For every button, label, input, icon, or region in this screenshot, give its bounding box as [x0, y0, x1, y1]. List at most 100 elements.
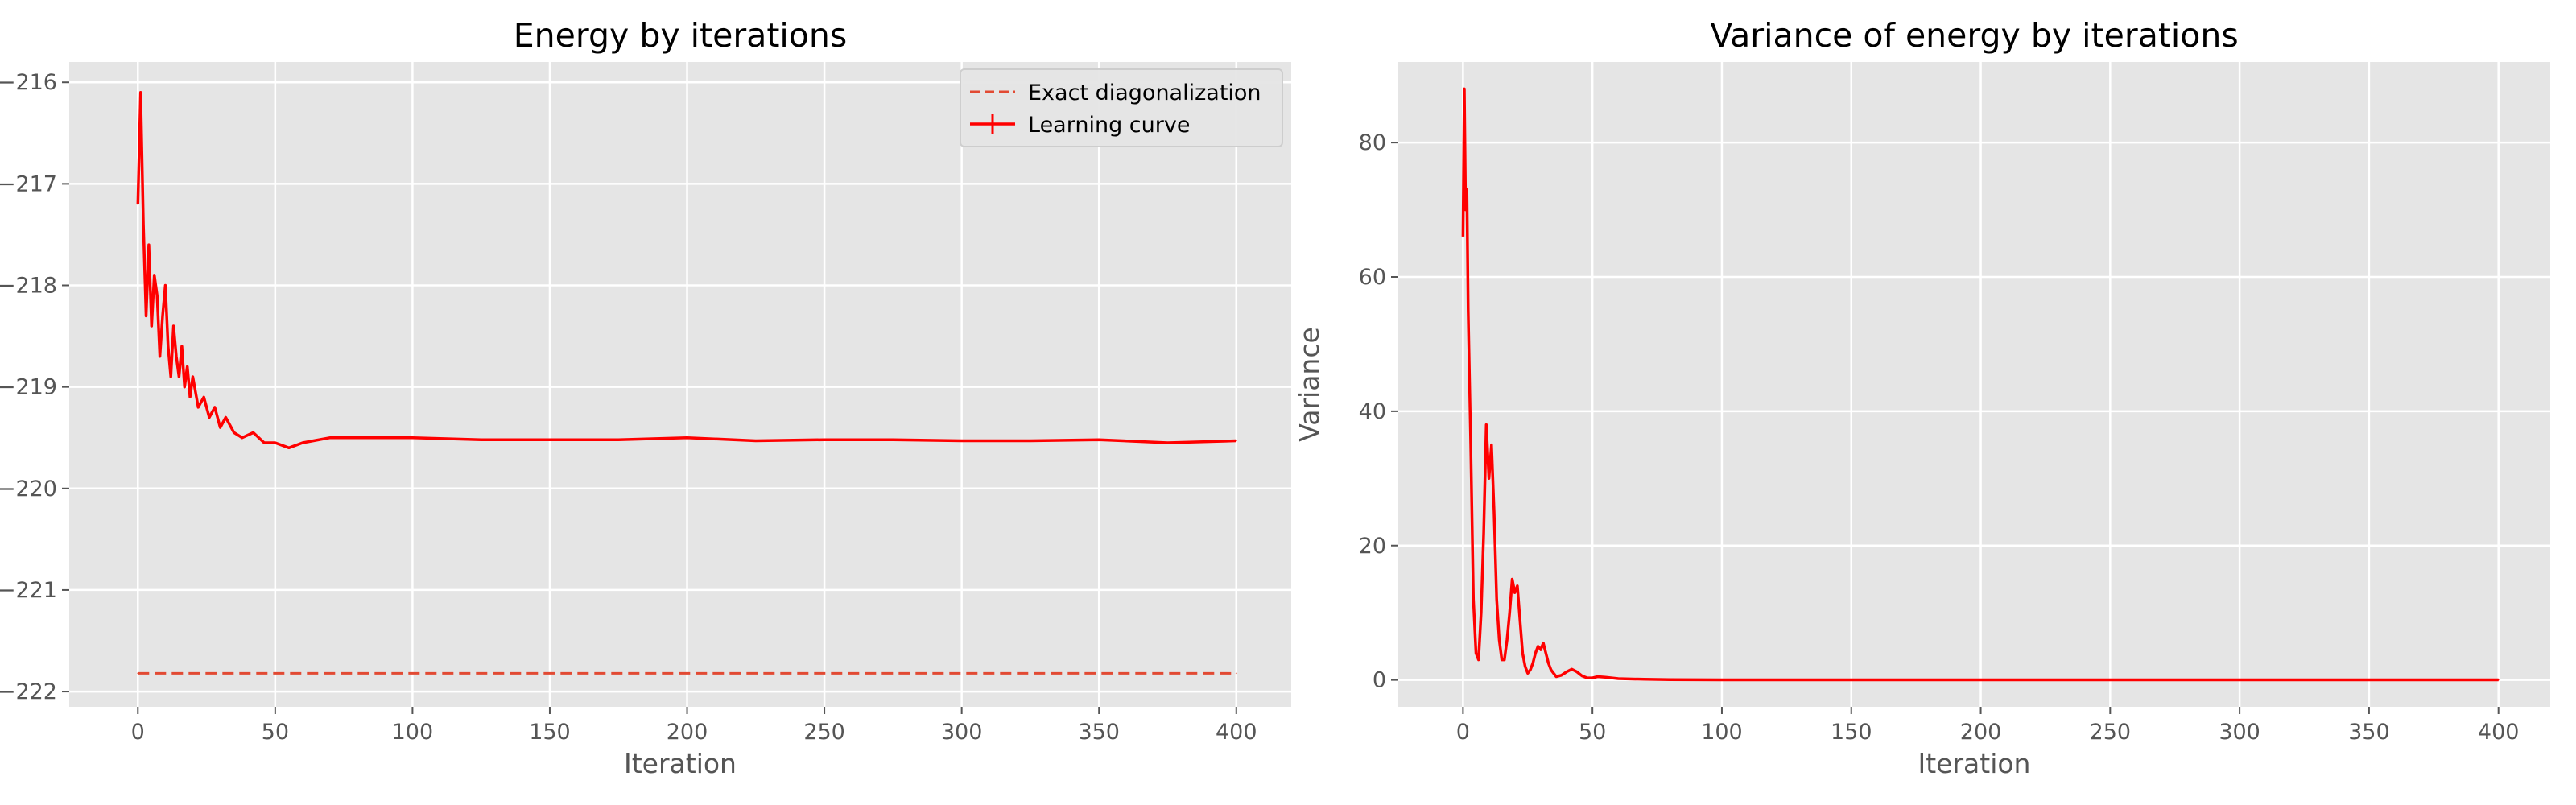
data-point: [1550, 669, 1552, 671]
x-tick-label: 200: [1960, 720, 2002, 745]
data-point: [1503, 658, 1505, 661]
data-point: [1566, 671, 1567, 673]
data-point: [197, 406, 200, 408]
data-point: [1493, 511, 1495, 513]
data-point: [1547, 662, 1550, 664]
x-tick-label: 150: [529, 720, 571, 745]
x-tick-label: 100: [1701, 720, 1743, 745]
data-point: [1539, 649, 1542, 650]
x-tick-label: 250: [803, 720, 845, 745]
data-point: [1462, 236, 1464, 237]
data-point: [960, 440, 963, 442]
y-tick-label: −218: [0, 274, 57, 299]
x-tick-label: 0: [131, 720, 145, 745]
data-point: [233, 431, 235, 434]
data-point: [263, 442, 266, 444]
data-point: [1521, 652, 1524, 654]
data-point: [1542, 642, 1544, 644]
data-point: [1537, 646, 1539, 647]
data-point: [1506, 638, 1508, 641]
x-tick-label: 350: [2348, 720, 2390, 745]
data-point: [1477, 658, 1480, 661]
data-point: [1466, 188, 1468, 191]
data-point: [1586, 677, 1588, 679]
x-tick-label: 400: [1216, 720, 1257, 745]
data-point: [1545, 652, 1547, 654]
data-point: [178, 376, 180, 378]
x-tick-label: 200: [667, 720, 708, 745]
data-point: [1098, 439, 1100, 441]
data-point: [1530, 669, 1531, 671]
data-point: [170, 376, 172, 378]
data-point: [1235, 440, 1237, 442]
series-line: [136, 91, 1236, 450]
y-tick-label: 20: [1359, 534, 1386, 559]
data-point: [1480, 612, 1482, 614]
y-tick-label: −216: [0, 70, 57, 95]
data-point: [2239, 679, 2241, 681]
data-point: [203, 396, 205, 398]
data-point: [302, 442, 303, 444]
data-point: [1591, 677, 1594, 679]
data-point: [172, 325, 175, 327]
y-tick-label: −220: [0, 477, 57, 502]
data-point: [153, 274, 155, 276]
data-point: [1581, 675, 1583, 677]
data-point: [287, 447, 290, 449]
y-tick-label: −219: [0, 375, 57, 400]
x-tick-label: 350: [1078, 720, 1120, 745]
data-point: [137, 672, 139, 675]
data-point: [192, 376, 194, 378]
data-point: [1526, 672, 1529, 675]
y-tick-label: −221: [0, 578, 57, 603]
data-point: [754, 440, 757, 442]
data-point: [1501, 658, 1503, 661]
data-point: [1464, 208, 1467, 211]
data-point: [148, 244, 150, 246]
data-point: [175, 355, 177, 357]
data-point: [1596, 675, 1599, 678]
data-point: [892, 439, 894, 441]
series-line: [1461, 87, 2499, 682]
data-point: [1467, 309, 1469, 312]
data-point: [1617, 678, 1620, 679]
plot-area: [69, 62, 1291, 707]
legend: Exact diagonalization Learning curve: [960, 68, 1283, 147]
data-point: [1470, 444, 1472, 446]
data-point: [1560, 674, 1563, 676]
x-tick-label: 400: [2478, 720, 2520, 745]
data-point: [824, 439, 825, 441]
data-point: [384, 436, 386, 439]
data-point: [151, 325, 153, 327]
data-point: [213, 406, 216, 408]
data-point: [1604, 676, 1607, 679]
data-point: [1513, 592, 1516, 594]
data-point: [1498, 638, 1501, 641]
data-point: [274, 442, 276, 444]
data-point: [1669, 679, 1671, 681]
x-tick-label: 300: [2219, 720, 2260, 745]
data-point: [139, 91, 142, 93]
x-tick-label: 100: [392, 720, 434, 745]
y-tick-label: 60: [1359, 265, 1386, 290]
data-point: [137, 203, 139, 205]
data-point: [180, 345, 183, 348]
x-tick-label: 300: [941, 720, 983, 745]
data-point: [186, 365, 188, 368]
data-point: [1524, 666, 1526, 667]
data-point: [1030, 440, 1031, 442]
legend-label: Exact diagonalization: [1028, 80, 1261, 105]
y-tick-label: 40: [1359, 399, 1386, 424]
data-point: [1850, 679, 1852, 681]
grid: [69, 62, 1291, 707]
data-point: [1472, 598, 1475, 601]
x-axis-label: Iteration: [624, 748, 737, 779]
data-point: [1488, 477, 1490, 480]
data-point: [164, 284, 167, 287]
data-point: [1511, 578, 1513, 580]
data-point: [329, 436, 331, 439]
data-point: [184, 386, 186, 388]
y-tick-label: 80: [1359, 130, 1386, 155]
data-point: [252, 431, 254, 434]
